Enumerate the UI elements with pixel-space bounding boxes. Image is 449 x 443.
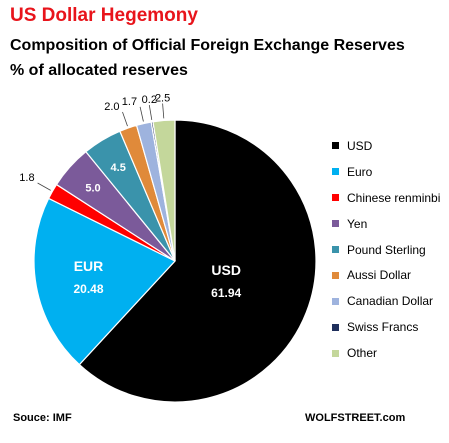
brand-credit: WOLFSTREET.com — [305, 412, 406, 424]
data-label-swiss-francs: 0.2 — [142, 94, 157, 106]
legend-swatch — [332, 246, 339, 253]
source-note: Souce: IMF — [13, 412, 72, 424]
pie-slice-other — [152, 119, 176, 262]
legend-label: Euro — [347, 164, 373, 179]
chart-title: US Dollar Hegemony — [10, 5, 198, 26]
legend-label: USD — [347, 138, 373, 153]
legend-label: Chinese renminbi — [347, 190, 441, 205]
leader-line-aussi-dollar — [122, 111, 128, 127]
data-label-canadian-dollar: 1.7 — [122, 96, 137, 108]
legend-swatch — [332, 142, 339, 150]
legend-label: Swiss Francs — [347, 320, 419, 335]
pie-slice-usd — [78, 119, 317, 403]
legend-item-pound-sterling: Pound Sterling — [332, 237, 440, 263]
legend-label: Pound Sterling — [347, 242, 426, 257]
chart-unit-subtitle: % of allocated reserves — [10, 62, 188, 79]
slice-name-usd: USD — [211, 262, 241, 278]
data-label-usd: 61.94 — [211, 286, 241, 300]
legend-label: Aussi Dollar — [347, 268, 412, 283]
legend-item-usd: USD — [332, 133, 440, 159]
legend-item-chinese-renminbi: Chinese renminbi — [332, 185, 440, 211]
chart-subtitle: Composition of Official Foreign Exchange… — [10, 37, 405, 54]
data-label-euro: 20.48 — [73, 282, 103, 296]
legend-item-yen: Yen — [332, 211, 440, 237]
pie-slice-euro — [33, 197, 176, 366]
legend-item-other: Other — [332, 340, 440, 366]
legend-item-canadian-dollar: Canadian Dollar — [332, 288, 440, 314]
legend-swatch — [332, 271, 339, 279]
leader-line-chinese-renminbi — [37, 182, 51, 191]
legend-swatch — [332, 323, 339, 331]
data-label-aussi-dollar: 2.0 — [104, 101, 119, 113]
leader-line-canadian-dollar — [139, 106, 144, 122]
leader-line-other — [162, 103, 165, 119]
legend-item-euro: Euro — [332, 159, 440, 185]
legend-swatch — [332, 220, 339, 228]
data-label-chinese-renminbi: 1.8 — [19, 172, 34, 184]
legend-label: Canadian Dollar — [347, 294, 434, 309]
legend-label: Other — [347, 346, 378, 361]
legend-item-aussi-dollar: Aussi Dollar — [332, 262, 440, 288]
legend-swatch — [332, 168, 339, 176]
legend-label: Yen — [347, 216, 368, 231]
data-label-other: 2.5 — [155, 93, 170, 105]
chart-legend: USD Euro Chinese renminbi Yen Pound Sterling… — [332, 133, 440, 366]
legend-swatch — [332, 194, 339, 202]
leader-line-swiss-francs — [148, 105, 153, 120]
legend-item-swiss-francs: Swiss Francs — [332, 314, 440, 340]
slice-name-euro: EUR — [74, 258, 104, 274]
legend-swatch — [332, 349, 339, 357]
data-label-yen: 5.0 — [85, 183, 100, 195]
data-label-pound-sterling: 4.5 — [111, 162, 126, 174]
legend-swatch — [332, 297, 339, 305]
